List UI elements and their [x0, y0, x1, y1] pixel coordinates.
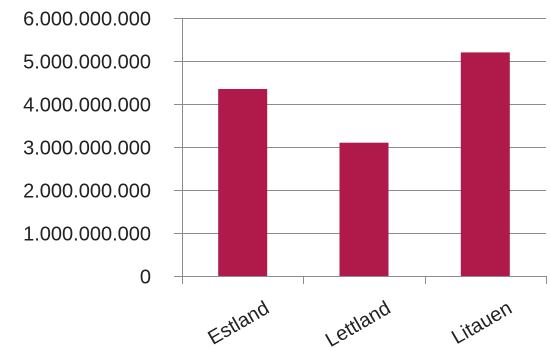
bar-estland [218, 89, 268, 276]
bar-lettland [339, 142, 389, 276]
y-tick-label: 2.000.000.000 [23, 181, 151, 203]
x-tick-label: Estland [204, 297, 273, 348]
y-tick-label: 1.000.000.000 [23, 224, 151, 246]
y-tick-label: 0 [140, 267, 151, 289]
bar-litauen [460, 52, 510, 277]
x-tick-labels: Estland Lettland Litauen [204, 297, 515, 348]
bars [218, 52, 510, 277]
x-tick-label: Litauen [448, 297, 516, 348]
y-tick-label: 3.000.000.000 [23, 138, 151, 160]
y-tick-labels: 0 1.000.000.000 2.000.000.000 3.000.000.000… [23, 9, 151, 289]
y-tick-label: 4.000.000.000 [23, 95, 151, 117]
axes [174, 18, 547, 284]
y-tick-label: 5.000.000.000 [23, 52, 151, 74]
x-tick-label: Lettland [322, 297, 395, 348]
y-tick-label: 6.000.000.000 [23, 9, 151, 31]
